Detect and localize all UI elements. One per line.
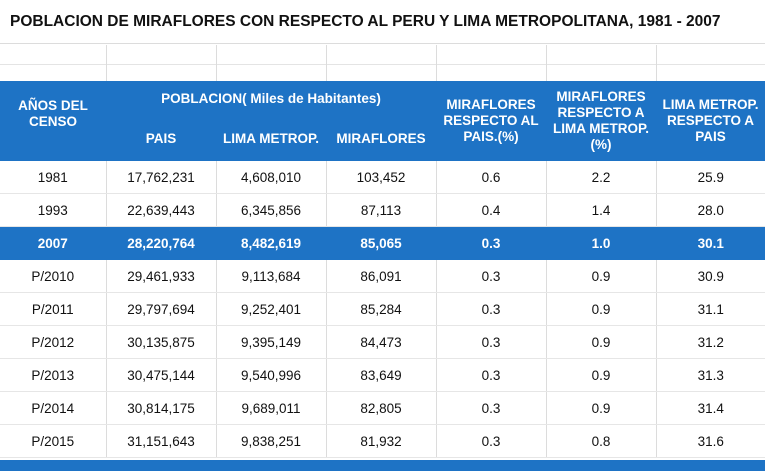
cell-pct-pais: 0.3 [436,292,547,326]
cell-pais: 30,814,175 [106,391,217,425]
page-title: POBLACION DE MIRAFLORES CON RESPECTO AL … [0,0,765,44]
cell-miraflores: 83,649 [326,358,437,392]
cell-lima-pais: 31.2 [656,325,765,359]
header-lima-pais: LIMA METROP. RESPECTO A PAIS [656,81,765,161]
cell-pais: 30,475,144 [106,358,217,392]
cell-pct-pais: 0.3 [436,259,547,293]
cell-pais: 29,461,933 [106,259,217,293]
cell-lima: 8,482,619 [216,226,327,260]
cell-pct-pais: 0.4 [436,193,547,227]
cell-year: P/2010 [0,259,107,293]
cell-pct-lima: 1.4 [546,193,657,227]
cell-lima-pais: 30.9 [656,259,765,293]
cell-lima: 9,689,011 [216,391,327,425]
cell-pct-lima: 0.9 [546,292,657,326]
table-row: P/2015 31,151,643 9,838,251 81,932 0.3 0… [0,424,765,458]
grid-line [326,45,327,81]
cell-miraflores: 82,805 [326,391,437,425]
cell-pct-lima: 0.8 [546,424,657,458]
cell-year: P/2011 [0,292,107,326]
cell-year: 2007 [0,226,107,260]
cell-pct-lima: 0.9 [546,325,657,359]
grid-line [436,45,437,81]
cell-pct-pais: 0.3 [436,424,547,458]
table-row: P/2013 30,475,144 9,540,996 83,649 0.3 0… [0,358,765,392]
cell-lima: 9,838,251 [216,424,327,458]
cell-lima: 9,252,401 [216,292,327,326]
cell-pais: 22,639,443 [106,193,217,227]
cell-lima-pais: 31.4 [656,391,765,425]
cell-year: P/2015 [0,424,107,458]
cell-miraflores: 84,473 [326,325,437,359]
table-row: P/2014 30,814,175 9,689,011 82,805 0.3 0… [0,391,765,425]
cell-miraflores: 86,091 [326,259,437,293]
cell-pct-pais: 0.3 [436,391,547,425]
cell-miraflores: 81,932 [326,424,437,458]
cell-year: P/2014 [0,391,107,425]
grid-line [106,45,107,81]
cell-pais: 17,762,231 [106,161,217,194]
cell-pct-pais: 0.3 [436,358,547,392]
cell-pais: 31,151,643 [106,424,217,458]
cell-lima-pais: 31.6 [656,424,765,458]
table-row: P/2012 30,135,875 9,395,149 84,473 0.3 0… [0,325,765,359]
table-row: 2007 28,220,764 8,482,619 85,065 0.3 1.0… [0,226,765,260]
cell-lima: 6,345,856 [216,193,327,227]
cell-year: 1981 [0,161,107,194]
spacer-grid [0,45,765,81]
population-table: AÑOS DEL CENSO POBLACION( Miles de Habit… [0,81,765,458]
table-row: 1993 22,639,443 6,345,856 87,113 0.4 1.4… [0,193,765,227]
header-poblacion: POBLACION( Miles de Habitantes) [106,81,437,117]
header-pais: PAIS [106,117,216,161]
cell-year: P/2013 [0,358,107,392]
cell-lima: 4,608,010 [216,161,327,194]
cell-lima-pais: 31.3 [656,358,765,392]
cell-miraflores: 85,065 [326,226,437,260]
header-lima: LIMA METROP. [216,117,326,161]
cell-lima-pais: 28.0 [656,193,765,227]
cell-lima: 9,113,684 [216,259,327,293]
cell-lima-pais: 30.1 [656,226,765,260]
cell-lima-pais: 25.9 [656,161,765,194]
cell-year: 1993 [0,193,107,227]
cell-pct-lima: 2.2 [546,161,657,194]
cell-pct-pais: 0.3 [436,325,547,359]
cell-pct-lima: 0.9 [546,391,657,425]
grid-line [656,45,657,81]
cell-lima-pais: 31.1 [656,292,765,326]
grid-line [0,64,765,65]
table-body: 1981 17,762,231 4,608,010 103,452 0.6 2.… [0,161,765,458]
header-pct-lima: MIRAFLORES RESPECTO A LIMA METROP.(%) [546,81,657,161]
footer-bar [0,460,765,471]
cell-miraflores: 87,113 [326,193,437,227]
cell-pais: 29,797,694 [106,292,217,326]
header-miraflores: MIRAFLORES [326,117,437,161]
cell-pais: 28,220,764 [106,226,217,260]
cell-pct-lima: 1.0 [546,226,657,260]
cell-pais: 30,135,875 [106,325,217,359]
cell-year: P/2012 [0,325,107,359]
cell-pct-lima: 0.9 [546,259,657,293]
header-years: AÑOS DEL CENSO [0,81,106,161]
cell-miraflores: 103,452 [326,161,437,194]
table-row: 1981 17,762,231 4,608,010 103,452 0.6 2.… [0,161,765,194]
header-pct-pais: MIRAFLORES RESPECTO AL PAIS.(%) [436,81,547,161]
grid-line [216,45,217,81]
table-row: P/2011 29,797,694 9,252,401 85,284 0.3 0… [0,292,765,326]
grid-line [546,45,547,81]
cell-pct-lima: 0.9 [546,358,657,392]
cell-lima: 9,395,149 [216,325,327,359]
cell-lima: 9,540,996 [216,358,327,392]
cell-miraflores: 85,284 [326,292,437,326]
cell-pct-pais: 0.6 [436,161,547,194]
cell-pct-pais: 0.3 [436,226,547,260]
table-row: P/2010 29,461,933 9,113,684 86,091 0.3 0… [0,259,765,293]
